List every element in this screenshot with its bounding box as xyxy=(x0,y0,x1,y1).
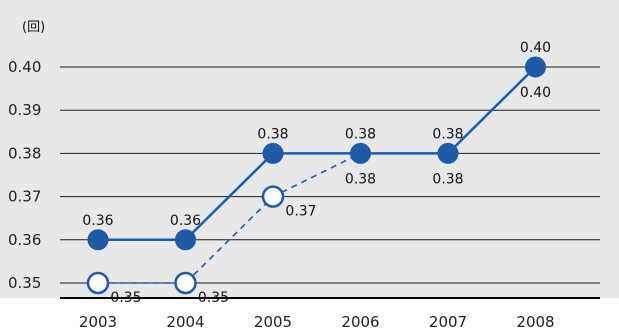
series-2-data-label: 0.37 xyxy=(285,204,316,220)
series-1-point xyxy=(437,142,459,164)
x-tick-label: 2008 xyxy=(516,313,554,331)
series-layer xyxy=(86,56,546,295)
series-2-data-label: 0.35 xyxy=(110,290,141,306)
series-1-point xyxy=(87,229,109,251)
y-tick-label: 0.36 xyxy=(8,231,41,249)
series-2-point xyxy=(174,271,197,295)
series-1-data-label: 0.36 xyxy=(170,213,201,229)
y-axis-unit-label: (回) xyxy=(22,20,45,35)
series-1-point xyxy=(262,142,284,164)
y-tick-label: 0.37 xyxy=(8,188,41,206)
series-2-point xyxy=(261,185,285,208)
x-tick-label: 2007 xyxy=(429,313,467,331)
x-tick-label: 2005 xyxy=(254,313,292,331)
series-1-data-label: 0.40 xyxy=(520,40,551,56)
series-2-point xyxy=(86,271,110,295)
y-tick-label: 0.40 xyxy=(8,58,41,76)
series-2-data-label: 0.38 xyxy=(345,171,376,187)
series-1-point xyxy=(525,56,546,78)
series-2-data-label: 0.38 xyxy=(432,171,463,187)
series-1-point xyxy=(350,142,371,164)
data-labels-layer: 0.36 0.36 0.38 0.38 0.38 0.40 0.35 0.35 0.37 0.38… xyxy=(82,40,551,306)
y-axis-ticks: 0.35 0.36 0.37 0.38 0.39 0.40 xyxy=(8,58,41,292)
series-1-data-label: 0.38 xyxy=(345,126,376,142)
x-axis-ticks: 2003 2004 2005 2006 2007 2008 xyxy=(79,313,555,331)
x-tick-label: 2006 xyxy=(341,313,379,331)
series-1-data-label: 0.36 xyxy=(82,213,113,229)
series-1-line xyxy=(98,66,537,242)
x-tick-label: 2003 xyxy=(79,313,117,331)
series-1-point xyxy=(175,229,196,251)
series-1-data-label: 0.38 xyxy=(432,126,463,142)
series-2-data-label: 0.40 xyxy=(520,85,551,101)
y-tick-label: 0.35 xyxy=(8,274,41,292)
y-tick-label: 0.38 xyxy=(8,144,41,162)
x-tick-label: 2004 xyxy=(166,313,204,331)
series-2-data-label: 0.35 xyxy=(198,290,229,306)
y-tick-label: 0.39 xyxy=(8,101,41,119)
series-1-data-label: 0.38 xyxy=(257,126,288,142)
